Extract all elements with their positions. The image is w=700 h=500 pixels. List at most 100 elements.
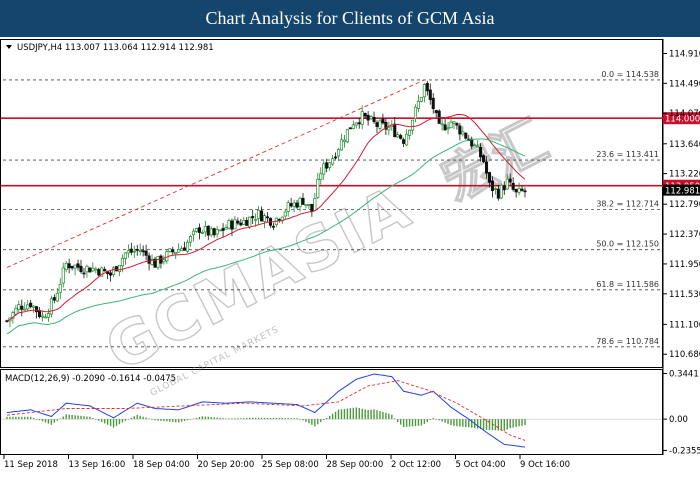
macd-histogram-bar [251,417,254,420]
macd-histogram-bar [459,419,461,427]
candle-body [153,258,157,268]
macd-histogram-bar [465,419,467,428]
macd-histogram-bar [47,419,50,424]
macd-histogram-bar [488,419,491,431]
candle-body [511,182,515,190]
macd-histogram-bar [38,419,41,421]
candle-body [230,220,234,230]
candle-body [215,229,219,235]
macd-histogram-bar [249,417,251,420]
slow-moving-average [6,138,526,335]
macd-histogram-bar [497,419,500,431]
macd-title: MACD(12,26,9) -0.2090 -0.1614 -0.0475 [5,374,176,384]
macd-histogram-bar [62,416,64,420]
candle-body [188,236,193,243]
fib-level-label: 0.0 = 114.538 [601,70,659,79]
macd-histogram-bar [515,419,517,427]
macd-histogram-bar [323,419,325,421]
macd-histogram-bar [180,419,183,422]
macd-histogram-bar [77,415,79,420]
candle-body [159,255,163,264]
symbol-dropdown-icon[interactable] [6,45,12,49]
macd-histogram-bar [198,417,201,420]
candle-body [363,113,367,117]
macd-histogram-bar [500,419,503,431]
candle-body [283,211,287,217]
macd-histogram-bar [382,411,384,420]
x-tick-label: 18 Sep 04:00 [133,460,190,470]
macd-histogram-bar [89,416,91,420]
macd-histogram-bar [281,418,283,420]
candle-body [177,249,181,253]
macd-histogram-bar [44,419,47,423]
macd-histogram-bar [18,416,20,420]
x-tick-label: 13 Sep 16:00 [69,460,126,470]
macd-histogram-bar [71,414,73,420]
candle-body [405,133,409,146]
candle-body [112,267,116,275]
macd-histogram-bar [56,419,59,421]
macd-histogram-bar [284,418,286,420]
macd-histogram-bar [405,419,408,427]
macd-histogram-bar [234,418,236,420]
candle-body [194,228,198,232]
candle-body [366,114,370,121]
candle-body [520,188,524,191]
macd-histogram-bar [222,418,224,420]
macd-histogram-bar [521,419,523,426]
candle-body [402,139,406,144]
candle-body [58,283,62,293]
candle-body [132,250,136,253]
macd-line [6,373,526,448]
macd-histogram-bar [337,409,340,420]
level-price-tag [663,112,700,125]
candle-body [372,116,376,122]
macd-histogram-bar [462,419,464,427]
candle-body [156,256,160,268]
candle-body [227,220,231,229]
candle-body [331,158,335,165]
y-tick-label: 113.640 [669,140,700,150]
fib-level-label: 50.0 = 112.150 [596,240,659,249]
macd-histogram-bar [260,417,263,420]
macd-histogram-bar [420,419,423,426]
candle-body [487,172,492,183]
macd-histogram-bar [302,419,304,421]
macd-histogram-bar [447,419,449,424]
candle-body [316,178,320,198]
macd-histogram-bar [373,409,375,420]
macd-panel-frame [0,369,663,455]
macd-histogram-bar [237,418,239,420]
candle-body [328,162,332,169]
candle-body [449,121,453,129]
candle-body [419,97,423,102]
candle-body [416,100,420,109]
y-tick-label: 114.910 [669,50,700,60]
macd-histogram-bar [278,418,281,420]
current-price-tag [663,184,700,196]
candle-body [97,269,101,276]
macd-histogram-bar [9,416,11,420]
macd-histogram-bar [101,419,103,423]
macd-histogram-bar [311,419,313,425]
macd-histogram-bar [453,419,455,426]
macd-histogram-bar [6,416,8,420]
candle-body [135,249,139,251]
fib-level-label: 61.8 = 111.586 [596,280,659,289]
candle-body [55,292,59,302]
candle-body [183,247,187,251]
candle-body [452,121,456,124]
macd-histogram-bar [503,419,505,431]
y-tick-label: 114.070 [669,109,700,119]
macd-histogram-bar [358,408,360,420]
level-price-label: 114.000 [665,115,700,125]
macd-histogram-bar [272,417,275,420]
y-tick-label: 111.530 [669,290,700,300]
candle-body [360,111,364,125]
macd-histogram-bar [189,419,192,420]
macd-histogram-bar [482,419,485,430]
candle-body [517,187,521,193]
candle-body [209,228,213,236]
macd-histogram-bar [103,419,106,424]
candle-body [440,123,444,126]
